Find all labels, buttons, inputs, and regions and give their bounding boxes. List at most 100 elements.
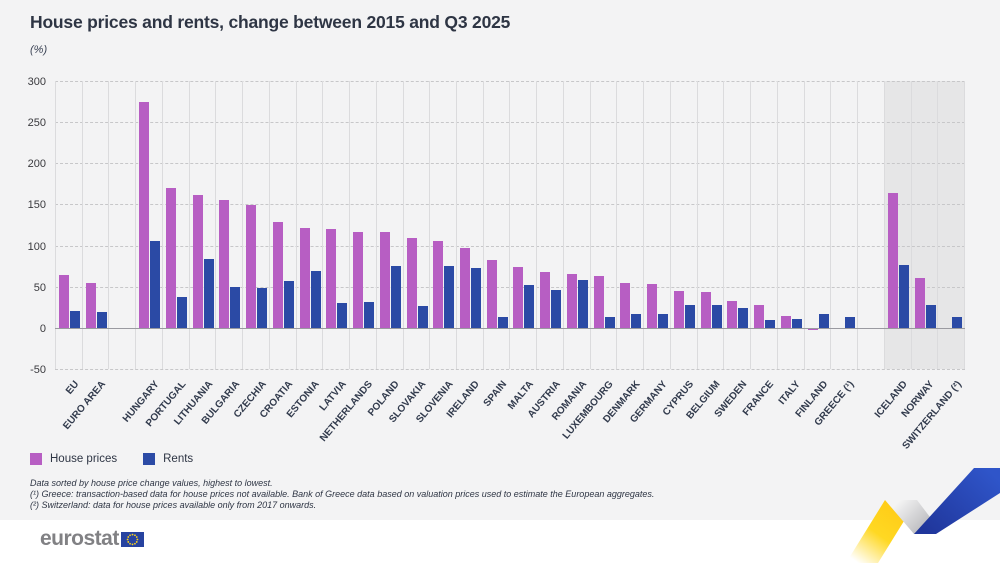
bar-house-prices	[165, 187, 176, 328]
bar-house-prices	[887, 192, 898, 328]
country-slot: BELGIUM	[685, 81, 724, 421]
country-slot: POLAND	[367, 81, 403, 418]
footnote-switzerland: (²) Switzerland: data for house prices a…	[30, 500, 317, 510]
bar-rents	[96, 312, 107, 328]
footnote-greece: (¹) Greece: transaction-based data for h…	[30, 489, 655, 499]
zero-line: 0	[40, 323, 965, 335]
efta-shade	[884, 81, 965, 369]
bar-house-prices	[486, 259, 497, 328]
bar-rents	[765, 320, 776, 328]
country-slot: HUNGARY	[121, 81, 162, 425]
country-slot: GERMANY	[628, 81, 670, 425]
bar-rents	[417, 305, 428, 328]
bar-house-prices	[353, 231, 364, 328]
country-slot: EU	[55, 81, 82, 397]
legend-label-house-prices: House prices	[50, 453, 118, 465]
bar-house-prices	[85, 283, 96, 328]
y-axis-tick-label: 100	[27, 240, 46, 253]
bar-house-prices	[139, 101, 150, 328]
y-axis-tick-label: 50	[33, 281, 46, 294]
bar-rents	[577, 280, 588, 328]
bar-house-prices	[246, 205, 257, 328]
bar-house-prices	[754, 304, 765, 328]
bar-house-prices	[192, 195, 203, 328]
bar-house-prices	[540, 271, 551, 328]
country-slot: DENMARK	[601, 81, 643, 425]
bar-house-prices	[727, 300, 738, 328]
bar-house-prices	[780, 315, 791, 328]
page-title: House prices and rents, change between 2…	[30, 12, 511, 32]
bar-rents	[631, 313, 642, 328]
bar-house-prices	[299, 228, 310, 328]
bar-rents	[551, 290, 562, 328]
bar-rents	[524, 285, 535, 328]
y-axis-tick-label: -50	[30, 364, 46, 376]
bar-house-prices	[59, 275, 69, 328]
bar-house-prices	[914, 277, 925, 328]
country-slot: NETHERLANDS	[318, 81, 376, 444]
bar-rents	[257, 288, 268, 328]
y-axis-tick-label: 300	[27, 76, 46, 88]
country-slot: ROMANIA	[550, 81, 590, 423]
legend: House prices Rents	[30, 453, 193, 465]
bar-rents	[925, 304, 936, 328]
bar-rents	[203, 258, 214, 328]
country-slot: LATVIA	[317, 81, 349, 413]
bar-rents	[845, 317, 856, 328]
bar-rents	[310, 271, 321, 328]
country-slot: CROATIA	[258, 81, 296, 420]
country-slot: SLOVENIA	[414, 81, 456, 425]
bar-rents	[791, 318, 802, 328]
country-slot: LUXEMBOURG	[561, 81, 617, 441]
country-label: EU	[63, 379, 82, 397]
bar-house-prices	[460, 248, 471, 328]
country-slot: GREECE (¹)	[813, 81, 857, 428]
plot-area: 300 250 200 150 100 50 0 -50 EU EURO AREA HUNGARY P…	[28, 76, 965, 452]
country-slot: IRELAND	[445, 81, 483, 420]
country-slot: AUSTRIA	[526, 81, 563, 420]
country-slot: FRANCE	[741, 81, 777, 418]
bar-rents	[150, 240, 161, 328]
y-axis-tick-label: 150	[27, 199, 46, 212]
eu-flag-icon	[120, 531, 144, 547]
country-slot: NORWAY	[900, 81, 938, 420]
category-slots: EU EURO AREA HUNGARY PORTUGAL LITHUANIA BULGA…	[55, 81, 965, 452]
country-slot: SWITZERLAND (²)	[900, 81, 964, 452]
bar-rents	[176, 297, 187, 328]
bar-rents	[898, 265, 909, 328]
bar-rents	[444, 266, 455, 328]
bar-house-prices	[566, 274, 577, 328]
country-slot: CYPRUS	[661, 81, 697, 418]
country-slot: ITALY	[776, 81, 804, 407]
bar-rents	[952, 317, 963, 328]
legend-swatch-house-prices-icon	[30, 453, 42, 465]
legend-label-rents: Rents	[163, 453, 194, 465]
bar-house-prices	[272, 221, 283, 328]
country-slot: SLOVAKIA	[388, 81, 430, 425]
unit-label: (%)	[30, 44, 48, 56]
legend-item-rents: Rents	[143, 453, 193, 465]
bar-house-prices	[673, 290, 684, 328]
bar-house-prices	[513, 266, 524, 328]
country-slot: CZECHIA	[231, 81, 269, 420]
footnotes: Data sorted by house price change values…	[30, 478, 654, 511]
bar-house-prices	[406, 238, 417, 328]
bar-rents	[364, 302, 375, 328]
footnote-sorting: Data sorted by house price change values…	[30, 478, 273, 488]
country-slot: FINLAND	[793, 81, 831, 420]
country-slot: MALTA	[506, 81, 536, 412]
y-axis-tick-label: 250	[27, 117, 46, 130]
country-slot: ICELAND	[873, 81, 911, 420]
country-slot: EURO AREA	[61, 81, 109, 432]
bar-rents	[818, 313, 829, 328]
bar-house-prices	[433, 240, 444, 328]
gap-slot	[857, 81, 884, 369]
bar-house-prices	[219, 200, 230, 328]
country-slot: LITHUANIA	[172, 81, 216, 427]
country-slot: ESTONIA	[285, 81, 323, 420]
eurostat-logo-text: eurostat	[40, 527, 119, 550]
bar-rents	[658, 313, 669, 328]
legend-item-house-prices: House prices	[30, 453, 117, 465]
bar-rents	[604, 317, 615, 328]
